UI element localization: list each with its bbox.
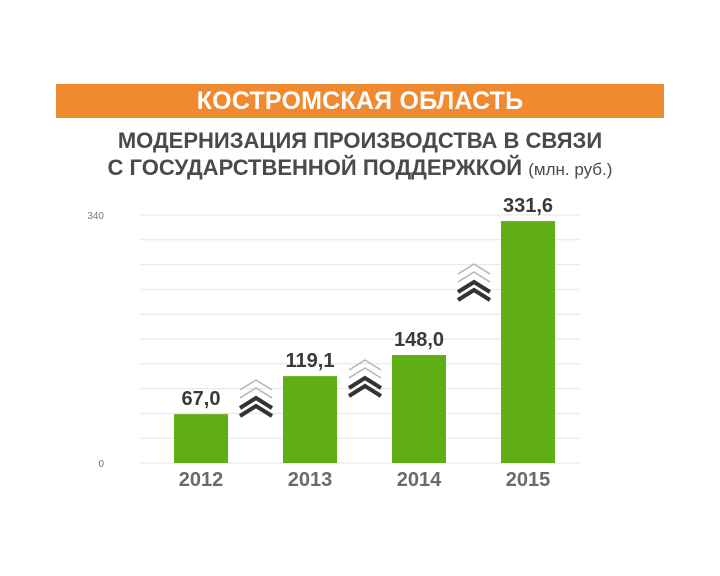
unit-label: (млн. руб.) bbox=[528, 160, 613, 179]
chart-title-line-1: МОДЕРНИЗАЦИЯ ПРОИЗВОДСТВА В СВЯЗИ bbox=[117, 128, 603, 153]
x-tick-label-2012: 2012 bbox=[179, 469, 224, 491]
x-axis: 2012 2013 2014 2015 bbox=[179, 469, 551, 491]
bar-2014 bbox=[392, 355, 446, 463]
y-tick-label: 0 bbox=[98, 459, 104, 470]
data-label-2012: 67,0 bbox=[182, 388, 221, 410]
bar-2015 bbox=[501, 221, 555, 463]
growth-arrows bbox=[238, 263, 492, 418]
double-chevron-up-icon bbox=[456, 263, 492, 302]
chart-title-line-2: С ГОСУДАРСТВЕННОЙ ПОДДЕРЖКОЙ (млн. руб.) bbox=[0, 154, 720, 183]
x-tick-label-2015: 2015 bbox=[506, 469, 551, 491]
data-label-2015: 331,6 bbox=[503, 195, 553, 217]
data-label-2014: 148,0 bbox=[394, 329, 444, 351]
region-banner: КОСТРОМСКАЯ ОБЛАСТЬ bbox=[56, 84, 664, 118]
y-tick-label: 340 bbox=[87, 211, 104, 222]
chart-title-line-2-text: С ГОСУДАРСТВЕННОЙ ПОДДЕРЖКОЙ bbox=[107, 155, 523, 180]
bars: 67,0 119,1 148,0 331,6 bbox=[174, 195, 555, 463]
data-label-2013: 119,1 bbox=[286, 350, 335, 372]
bar-2013 bbox=[283, 376, 337, 463]
region-title: КОСТРОМСКАЯ ОБЛАСТЬ bbox=[196, 86, 524, 115]
x-tick-label-2013: 2013 bbox=[288, 469, 333, 491]
x-tick-label-2014: 2014 bbox=[397, 469, 442, 491]
bar-2012 bbox=[174, 414, 228, 463]
double-chevron-up-icon bbox=[238, 379, 274, 418]
double-chevron-up-icon bbox=[347, 359, 383, 398]
y-axis: 0 340 bbox=[87, 211, 104, 470]
